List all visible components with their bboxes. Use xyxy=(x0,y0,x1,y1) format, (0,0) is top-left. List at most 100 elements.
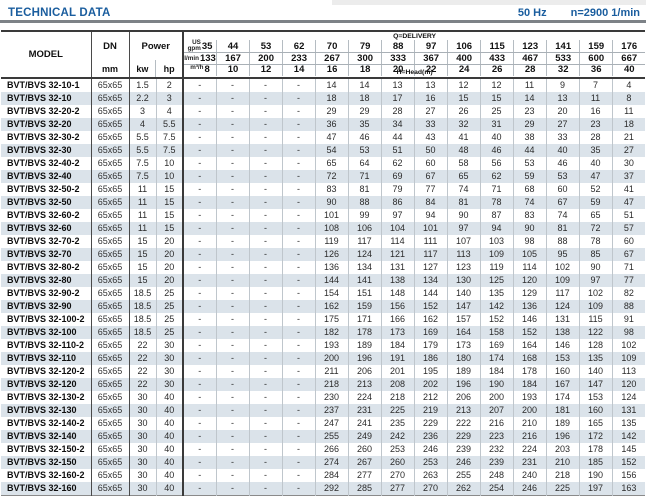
gpm-value: 159 xyxy=(588,40,605,52)
head-value-cell: 236 xyxy=(414,430,448,443)
head-value-cell: 253 xyxy=(381,443,415,456)
lmin-value: 367 xyxy=(423,53,440,64)
head-value-cell: - xyxy=(282,339,316,352)
hp-cell: 40 xyxy=(156,391,185,404)
head-value-cell: 13 xyxy=(546,92,580,105)
head-value-cell: 207 xyxy=(480,404,514,417)
head-value-cell: 200 xyxy=(513,404,547,417)
gpm-value: 115 xyxy=(489,40,505,52)
hp-cell: 15 xyxy=(156,183,185,196)
column-header-power: Power kw hp xyxy=(129,31,185,79)
head-value-cell: - xyxy=(282,105,316,118)
head-value-cell: - xyxy=(183,209,217,222)
kw-cell: 30 xyxy=(129,391,157,404)
gpm-cell: 97 xyxy=(415,40,449,52)
head-value-cell: 40 xyxy=(480,131,514,144)
head-value-cell: 249 xyxy=(348,430,382,443)
head-value-cell: 135 xyxy=(579,352,613,365)
head-value-cell: 216 xyxy=(513,430,547,443)
head-value-cell: 120 xyxy=(621,379,637,389)
hp-cell: 25 xyxy=(156,313,185,326)
us-gpm-unit-label: US gpm xyxy=(187,39,201,52)
head-value-cell: 102 xyxy=(579,287,613,300)
header-divider xyxy=(0,20,646,23)
head-value-cell: 216 xyxy=(480,417,514,430)
m3h-cell: 26 xyxy=(481,65,515,76)
model-cell: BVT/BVS 32-130 xyxy=(1,404,92,417)
m3h-cell: 10 xyxy=(217,65,251,76)
head-value-cell: 111 xyxy=(414,235,448,248)
head-value-cell: 46 xyxy=(348,131,382,144)
table-row: BVT/BVS 32-100 65x65 18.5 25- - - -182 178 173 16… xyxy=(1,326,646,339)
head-value-cell: - xyxy=(216,417,250,430)
kw-cell: 11 xyxy=(129,196,157,209)
head-value-cell: - xyxy=(249,352,283,365)
head-value-cell: 138 xyxy=(546,326,580,339)
head-value-cell: - xyxy=(282,365,316,378)
model-cell: BVT/BVS 32-120-2 xyxy=(1,365,92,378)
kw-cell: 30 xyxy=(129,404,157,417)
head-value-cell: - xyxy=(183,131,217,144)
head-value-cell: 190 xyxy=(579,469,613,482)
hp-cell: 20 xyxy=(156,261,185,274)
head-value-cell: - xyxy=(183,365,217,378)
m3h-cell: 40 xyxy=(613,65,645,76)
head-value-cell: 267 xyxy=(348,456,382,469)
head-value-cell: 210 xyxy=(546,456,580,469)
head-value-cell: 77 xyxy=(414,183,448,196)
head-value-cell: 179 xyxy=(414,339,448,352)
head-value-cell: 260 xyxy=(348,443,382,456)
head-value-cell: 197 xyxy=(579,482,613,496)
hp-cell: 20 xyxy=(156,248,185,261)
head-value-cell: 87 xyxy=(480,209,514,222)
head-value-cell: 27 xyxy=(623,145,634,155)
head-value-cell: 90 xyxy=(315,196,349,209)
head-value-cell: 62 xyxy=(480,170,514,183)
head-value-cell: 40 xyxy=(579,157,613,170)
head-value-cell: 254 xyxy=(480,482,514,496)
dn-cell: 65x65 xyxy=(91,378,130,391)
table-row: BVT/BVS 32-110 65x65 22 30- - - -200 196 191 186 1… xyxy=(1,352,646,365)
head-value-cell: 35 xyxy=(579,144,613,157)
head-value-cell: - xyxy=(282,443,316,456)
head-value-cell: 153 xyxy=(579,391,613,404)
hp-cell: 40 xyxy=(156,482,185,496)
lmin-cell: 300 xyxy=(349,53,383,64)
head-value-cell: 184 xyxy=(480,365,514,378)
head-value-cell: 200 xyxy=(315,352,349,365)
head-value-cell: 67 xyxy=(414,170,448,183)
kw-cell: 18.5 xyxy=(129,313,157,326)
head-value-cell: 173 xyxy=(447,339,481,352)
head-value-cell: 219 xyxy=(414,404,448,417)
dn-cell: 65x65 xyxy=(91,469,130,482)
table-row: BVT/BVS 32-150-2 65x65 30 40- - - -266 260 253 24… xyxy=(1,443,645,456)
m3h-cell: 22 xyxy=(415,65,449,76)
head-value-cell: - xyxy=(183,482,217,496)
head-value-cell: 12 xyxy=(480,78,514,92)
head-value-cell: 41 xyxy=(623,184,634,194)
head-value-cell: 147 xyxy=(579,378,613,391)
head-value-cell: 117 xyxy=(348,235,382,248)
table-row: BVT/BVS 32-80-2 65x65 15 20- - - -136 134 131 127… xyxy=(1,261,645,274)
head-value-cell: - xyxy=(216,365,250,378)
dn-cell: 65x65 xyxy=(91,209,130,222)
head-value-cell: 196 xyxy=(348,352,382,365)
head-value-cell: 37 xyxy=(623,171,634,181)
head-value-cell: 193 xyxy=(315,339,349,352)
table-row: BVT/BVS 32-30 65x65 5.5 7.5- - - -54 53 51 50 48 46… xyxy=(1,144,646,157)
us-gpm-unit-line: gpm xyxy=(187,45,201,52)
head-value-cell: - xyxy=(183,339,217,352)
head-value-cell: 101 xyxy=(414,222,448,235)
gpm-header-row: US gpm 35 44 53 62 70 79 88 97 106 115 123 141 159 176 xyxy=(184,39,646,53)
kw-cell: 11 xyxy=(129,209,157,222)
head-value-cell: 284 xyxy=(315,469,349,482)
head-value-cell: 134 xyxy=(414,274,448,287)
head-value-cell: 292 xyxy=(315,482,349,496)
head-value-cell: 218 xyxy=(315,378,349,391)
gpm-value: 79 xyxy=(359,40,371,52)
head-value-cell: 77 xyxy=(623,275,634,285)
head-value-cell: - xyxy=(183,469,217,482)
head-value-cell: 95 xyxy=(546,248,580,261)
hp-cell: 30 xyxy=(156,378,185,391)
dn-cell: 65x65 xyxy=(91,183,130,196)
